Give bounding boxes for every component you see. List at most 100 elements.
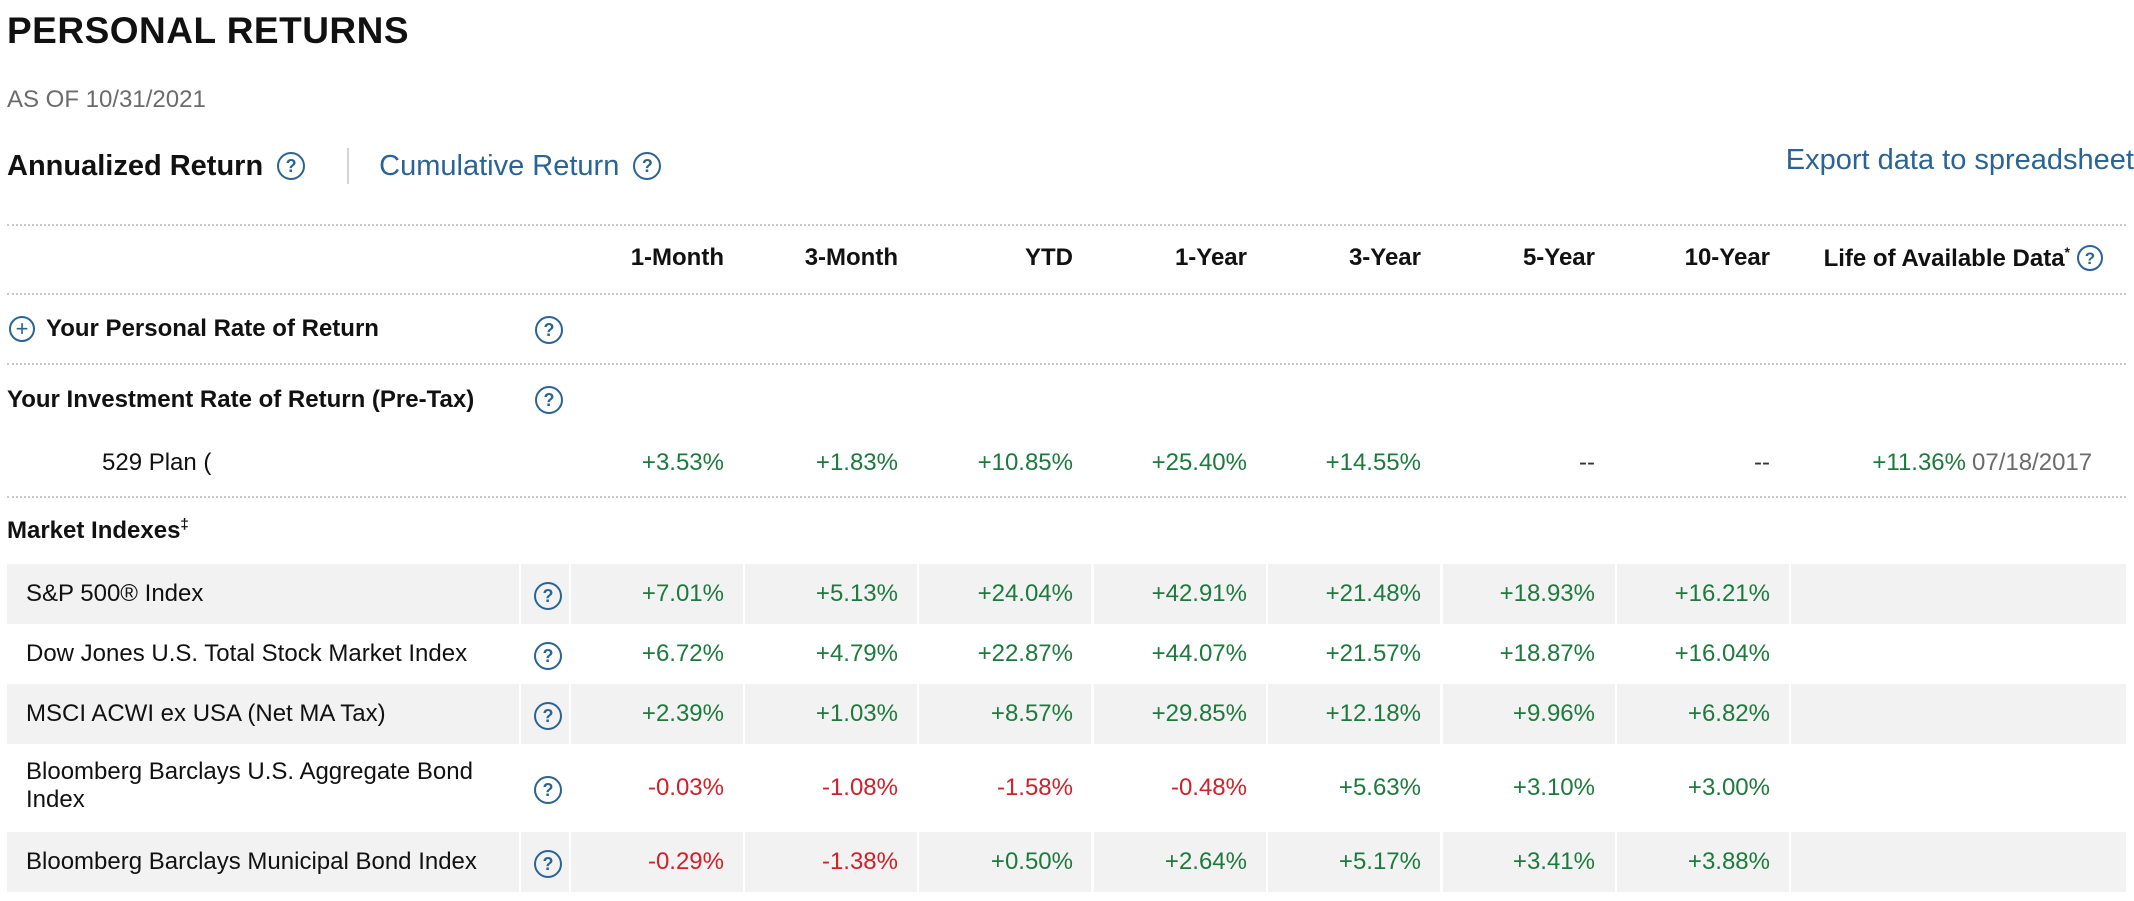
life-marker: * [2064,244,2070,260]
market-index-row: Bloomberg Barclays Municipal Bond Index?… [7,832,2126,892]
page-title: PERSONAL RETURNS [7,10,410,51]
plan-return-value: -- [1754,449,1770,476]
personal-rate-label: Your Personal Rate of Return [46,315,379,342]
as-of-date: AS OF 10/31/2021 [7,86,206,113]
market-return-value: +16.21% [1674,580,1770,607]
market-return-value: +6.82% [1687,700,1770,727]
market-return-value: +18.87% [1499,640,1595,667]
column-header: 10-Year [1684,244,1770,271]
table-cell [1443,684,1615,744]
market-return-value: +5.13% [815,580,898,607]
table-cell [1443,832,1615,892]
divider [7,363,2126,365]
column-header: 5-Year [1522,244,1595,271]
market-return-value: +44.07% [1151,640,1247,667]
investment-rate-label: Your Investment Rate of Return (Pre-Tax) [7,386,475,413]
personal-rate-help-icon[interactable]: ? [535,316,563,344]
table-cell [1617,832,1789,892]
table-cell [1094,832,1266,892]
table-cell [571,564,743,624]
table-cell [1791,564,2126,624]
market-return-value: +9.96% [1512,700,1595,727]
market-return-value: +5.17% [1338,848,1421,875]
table-cell [919,684,1091,744]
table-cell [1791,832,2126,892]
plan-name[interactable]: 529 Plan ( [102,449,212,476]
column-header: 3-Year [1348,244,1421,271]
market-return-value: +1.03% [815,700,898,727]
table-cell [1791,684,2126,744]
tab-divider [347,148,350,184]
market-return-value: +3.10% [1512,774,1595,801]
table-cell [1617,564,1789,624]
tab-cumulative-return[interactable]: Cumulative Return [379,149,620,182]
column-header: 1-Month [630,244,724,271]
table-cell [1268,832,1440,892]
market-return-value: +6.72% [641,640,724,667]
plan-return-value: +10.85% [977,449,1073,476]
return-type-tabs: Annualized Return ? Cumulative Return ? [7,144,662,188]
annualized-help-icon[interactable]: ? [277,152,306,180]
divider [7,496,2126,498]
column-header: Life of Available Data* [1823,244,2070,272]
market-return-value: +16.04% [1674,640,1770,667]
table-cell [1268,564,1440,624]
plan-return-value: +1.83% [815,449,898,476]
investment-rate-help-icon[interactable]: ? [535,386,563,414]
market-index-name: Dow Jones U.S. Total Stock Market Index [26,640,468,667]
market-return-value: +3.41% [1512,848,1595,875]
table-cell [1268,684,1440,744]
market-return-value: -0.48% [1170,774,1247,801]
market-index-help-icon[interactable]: ? [534,702,562,730]
table-cell [1617,684,1789,744]
table-cell [571,832,743,892]
market-index-name: Bloomberg Barclays U.S. Aggregate Bond I… [26,758,473,813]
market-return-value: +0.50% [990,848,1073,875]
market-return-value: +18.93% [1499,580,1595,607]
market-return-value: +2.39% [641,700,724,727]
market-return-value: -1.58% [996,774,1073,801]
market-return-value: +21.48% [1325,580,1421,607]
table-cell [745,564,917,624]
market-return-value: +5.63% [1338,774,1421,801]
market-return-value: +2.64% [1164,848,1247,875]
plan-return-value: +14.55% [1325,449,1421,476]
plan-return-value: +25.40% [1151,449,1247,476]
plan-return-value: +3.53% [641,449,724,476]
expand-plus-icon[interactable]: + [9,316,35,342]
export-spreadsheet-link[interactable]: Export data to spreadsheet [1785,144,2134,176]
market-return-value: +3.00% [1687,774,1770,801]
column-header: 3-Month [804,244,898,271]
table-cell [1791,744,2126,832]
market-return-value: -0.29% [647,848,724,875]
market-return-value: +3.88% [1687,848,1770,875]
market-index-row: S&P 500® Index? +7.01% +5.13% +24.04% +42.91… [7,564,2126,624]
market-return-value: +8.57% [990,700,1073,727]
market-indexes-title: Market Indexes [7,517,181,544]
market-index-name: Bloomberg Barclays Municipal Bond Index [26,848,477,875]
market-return-value: +22.87% [977,640,1073,667]
market-index-row: Bloomberg Barclays U.S. Aggregate Bond I… [7,744,2126,832]
cumulative-help-icon[interactable]: ? [633,152,662,180]
market-return-value: -1.08% [821,774,898,801]
table-cell [745,832,917,892]
market-return-value: +21.57% [1325,640,1421,667]
market-indexes-marker: ‡ [180,516,189,533]
market-index-help-icon[interactable]: ? [534,642,562,670]
market-index-help-icon[interactable]: ? [534,776,562,804]
plan-return-value: -- [1579,449,1595,476]
market-index-name: S&P 500® Index [26,580,204,607]
table-cell [1443,564,1615,624]
market-index-help-icon[interactable]: ? [534,850,562,878]
market-index-row: Dow Jones U.S. Total Stock Market Index?… [7,624,2126,684]
market-return-value: +4.79% [815,640,898,667]
tab-annualized-return[interactable]: Annualized Return [7,149,264,182]
life-of-data-help-icon[interactable]: ? [2077,245,2103,271]
market-return-value: +24.04% [977,580,1073,607]
table-cell [919,564,1091,624]
plan-life-date: 07/18/2017 [1972,449,2093,476]
column-header: 1-Year [1174,244,1247,271]
market-index-help-icon[interactable]: ? [534,582,562,610]
market-return-value: -0.03% [647,774,724,801]
